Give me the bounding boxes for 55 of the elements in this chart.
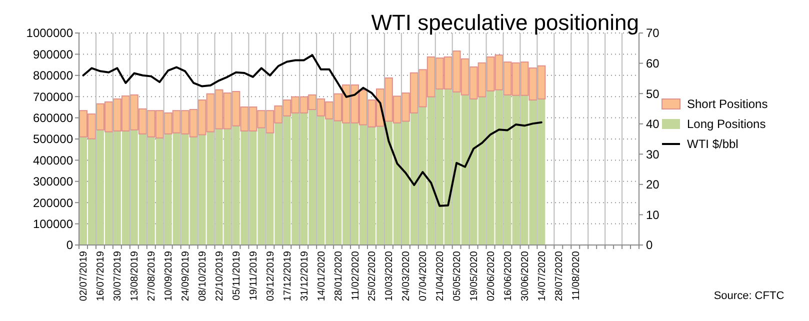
y-tick-label: 200000 [32, 196, 74, 210]
y-tick-label: 700000 [32, 90, 74, 104]
y2-tick-label: 40 [646, 117, 660, 132]
y-tick-label: 900000 [32, 47, 74, 62]
y2-tick-label: 70 [646, 26, 660, 40]
y-tick-label: 600000 [32, 111, 74, 125]
x-tick-label: 30/07/2019 [112, 250, 124, 302]
y-tick-label: 800000 [32, 68, 74, 83]
y-tick-label: 1000000 [26, 26, 74, 40]
x-tick-label: 14/01/2020 [316, 250, 328, 302]
x-tick-label: 14/07/2020 [536, 250, 548, 302]
chart-title: WTI speculative positioning [371, 10, 639, 35]
line-series [82, 54, 542, 207]
y-tick-label: 0 [66, 238, 74, 252]
x-tick-label: 02/07/2019 [78, 250, 90, 302]
x-tick-label: 16/06/2020 [502, 250, 514, 302]
x-tick-label: 24/09/2019 [180, 250, 192, 302]
y2-tick-label: 60 [646, 56, 660, 70]
x-tick-label: 16/07/2019 [96, 250, 107, 302]
x-tick-label: 03/12/2019 [265, 250, 276, 302]
x-tick-label: 13/08/2019 [130, 250, 141, 302]
x-tick-label: 11/02/2020 [350, 250, 362, 300]
x-tick-label: 05/11/2019 [231, 250, 242, 300]
y2-tick-label: 20 [646, 178, 660, 192]
x-tick-label: 10/09/2019 [164, 250, 175, 302]
x-tick-label: 25/02/2020 [367, 250, 378, 302]
x-tick-label: 08/10/2019 [198, 250, 209, 302]
x-tick-label: 24/03/2020 [401, 250, 412, 302]
legend-label: WTI $/bbl [687, 137, 738, 152]
legend-label: Long Positions [687, 117, 766, 132]
x-tick-label: 05/05/2020 [452, 250, 464, 302]
source-note: Source: CFTC [714, 290, 784, 302]
x-tick-label: 19/11/2019 [248, 250, 260, 300]
y-tick-label: 300000 [32, 174, 74, 189]
y2-tick-label: 10 [646, 208, 660, 222]
x-tick-label: 10/03/2020 [384, 250, 396, 302]
x-tick-label: 30/06/2020 [520, 250, 531, 302]
x-tick-label: 27/08/2019 [146, 250, 158, 302]
x-tick-label: 07/04/2020 [418, 250, 430, 302]
x-tick-label: 11/08/2020 [570, 250, 582, 300]
x-tick-label: 02/06/2020 [486, 250, 498, 302]
legend-label: Short Positions [687, 97, 768, 112]
y-tick-label: 100000 [32, 217, 74, 231]
y-tick-label: 400000 [32, 153, 74, 168]
y2-tick-label: 50 [646, 86, 660, 101]
y2-tick-label: 30 [646, 147, 660, 162]
x-tick-label: 19/05/2020 [469, 250, 480, 302]
x-tick-label: 28/01/2020 [333, 250, 344, 302]
y2-tick-label: 0 [646, 238, 653, 252]
x-tick-label: 28/07/2020 [554, 250, 565, 302]
x-tick-label: 22/10/2019 [214, 250, 226, 302]
y-tick-label: 500000 [32, 132, 74, 146]
x-tick-label: 21/04/2020 [435, 250, 446, 302]
x-tick-label: 31/12/2019 [299, 250, 310, 302]
x-tick-label: 17/12/2019 [282, 250, 294, 302]
